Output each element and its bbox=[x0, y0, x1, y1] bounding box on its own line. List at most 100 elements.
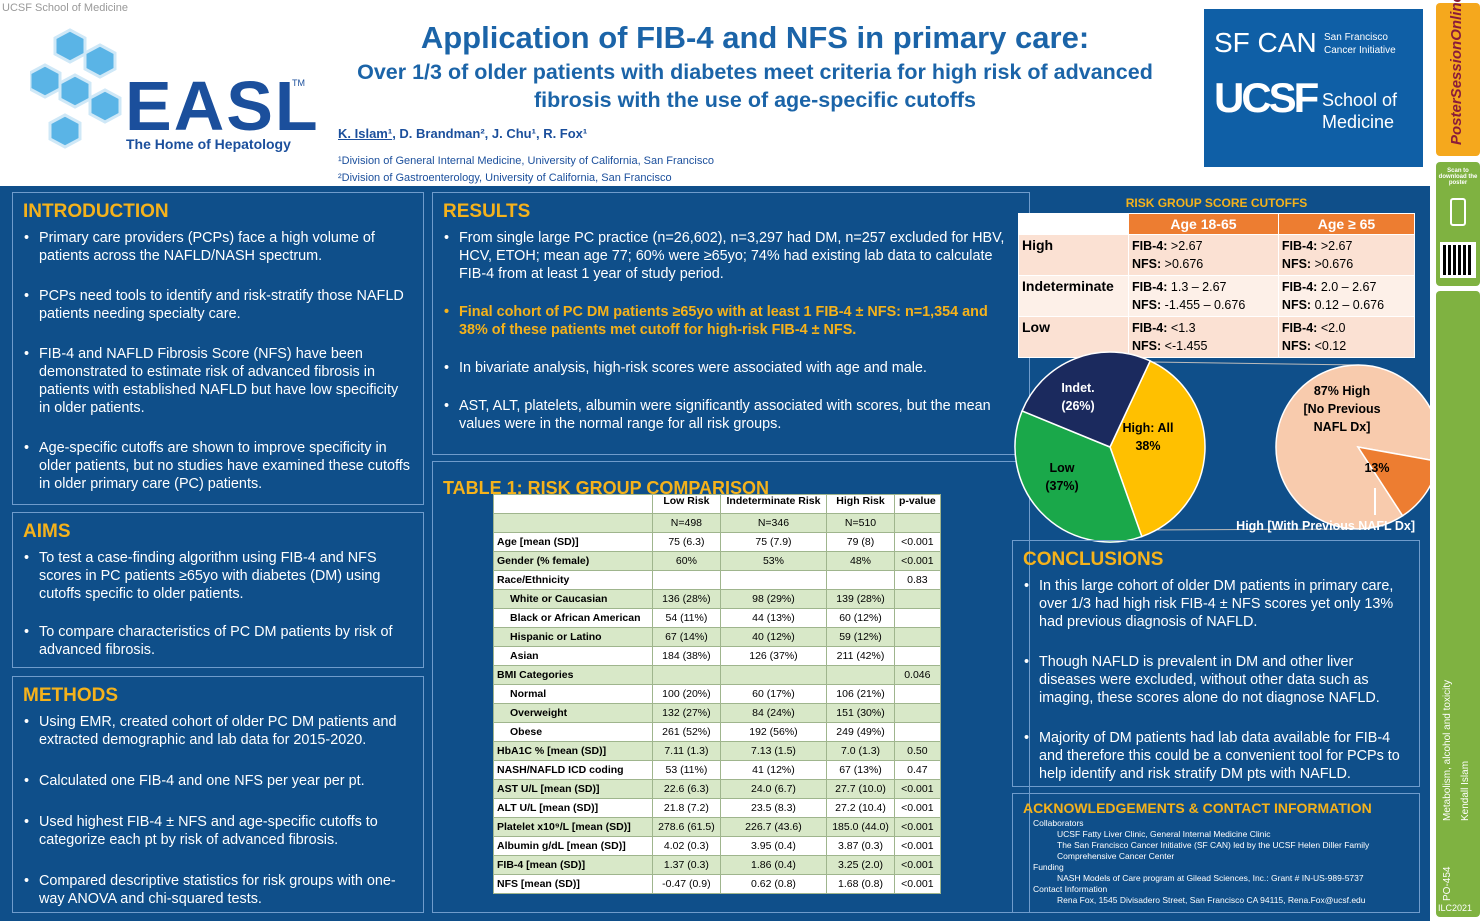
cutoff-corner bbox=[1018, 213, 1129, 235]
table-row: AST U/L [mean (SD)] 22.6 (6.3) 24.0 (6.7) 2… bbox=[492, 779, 942, 799]
table-cell: 139 (28%) bbox=[826, 589, 895, 609]
table-cell: 0.50 bbox=[893, 741, 942, 761]
bullet: Final cohort of PC DM patients ≥65yo wit… bbox=[444, 303, 1019, 339]
table-cell: 3.87 (0.3) bbox=[826, 836, 895, 856]
table-cell: <0.001 bbox=[893, 836, 942, 856]
sidebar-brand: PosterSessionOnline bbox=[1436, 0, 1480, 156]
table-cell: 41 (12%) bbox=[719, 760, 828, 780]
table-cell: 67 (14%) bbox=[652, 627, 721, 647]
nfs-label: NFS: bbox=[1281, 339, 1312, 353]
title: Application of FIB-4 and NFS in primary … bbox=[420, 20, 1090, 55]
table-cell: Overweight bbox=[492, 703, 654, 723]
slice-category: Low bbox=[1050, 461, 1075, 475]
bullet: PCPs need tools to identify and risk-str… bbox=[24, 287, 413, 323]
table-cell: Indeterminate Risk bbox=[719, 494, 828, 514]
table-row: Obese 261 (52%) 192 (56%) 249 (49%) bbox=[492, 722, 942, 742]
nfs-line: NFS: 0.12 – 0.676 bbox=[1282, 296, 1411, 314]
table-row: Albumin g/dL [mean (SD)] 4.02 (0.3) 3.95 (… bbox=[492, 836, 942, 856]
section-title: METHODS bbox=[23, 685, 118, 706]
table-cell: 48% bbox=[826, 551, 895, 571]
table-cell bbox=[652, 570, 721, 590]
table-cell: 184 (38%) bbox=[652, 646, 721, 666]
table-cell: 84 (24%) bbox=[719, 703, 828, 723]
nfs-value: -1.455 – 0.676 bbox=[1164, 298, 1246, 312]
fib4-line: FIB-4: <1.3 bbox=[1132, 319, 1275, 337]
table-cell: 40 (12%) bbox=[719, 627, 828, 647]
nfs-value: 0.12 – 0.676 bbox=[1314, 298, 1385, 312]
table-cell bbox=[719, 570, 828, 590]
methods-panel: METHODS Using EMR, created cohort of olde… bbox=[12, 676, 424, 913]
pie-slice bbox=[1021, 351, 1152, 448]
table-n-row: N=498 N=346 N=510 bbox=[492, 513, 942, 533]
connector bbox=[1151, 361, 1359, 366]
table-cell: <0.001 bbox=[893, 855, 942, 875]
table-cell: HbA1C % [mean (SD)] bbox=[492, 741, 654, 761]
table-row: HbA1C % [mean (SD)] 7.11 (1.3) 7.13 (1.5) 7… bbox=[492, 741, 942, 761]
table-cell: 60 (17%) bbox=[719, 684, 828, 704]
table-row: White or Caucasian 136 (28%) 98 (29%) 139 (… bbox=[492, 589, 942, 609]
table-cell: 132 (27%) bbox=[652, 703, 721, 723]
table-cell: Hispanic or Latino bbox=[492, 627, 654, 647]
fib4-line: FIB-4: 1.3 – 2.67 bbox=[1132, 278, 1275, 296]
slice-value: 38% bbox=[1135, 439, 1160, 453]
sponsor-box: SF CAN San Francisco Cancer Initiative U… bbox=[1204, 9, 1423, 167]
nfs-line: NFS: <0.12 bbox=[1282, 337, 1411, 355]
table-cell: 261 (52%) bbox=[652, 722, 721, 742]
bullet: Age-specific cutoffs are shown to improv… bbox=[24, 439, 413, 493]
bullet: FIB-4 and NAFLD Fibrosis Score (NFS) hav… bbox=[24, 345, 413, 417]
ack-item: Rena Fox, 1545 Divisadero Street, San Fr… bbox=[1057, 895, 1366, 905]
ack-item: NASH Models of Care program at Gilead Sc… bbox=[1057, 873, 1364, 883]
table-cell: 27.7 (10.0) bbox=[826, 779, 895, 799]
cutoff-cell: FIB-4: 1.3 – 2.67 NFS: -1.455 – 0.676 bbox=[1128, 275, 1279, 317]
table-cell: 60 (12%) bbox=[826, 608, 895, 628]
table-cell: 44 (13%) bbox=[719, 608, 828, 628]
table-cell: 75 (6.3) bbox=[652, 532, 721, 552]
table-cell: 106 (21%) bbox=[826, 684, 895, 704]
fib4-label: FIB-4: bbox=[1132, 280, 1168, 294]
table-cell: 21.8 (7.2) bbox=[652, 798, 721, 818]
nfs-label: NFS: bbox=[1281, 257, 1312, 271]
table-cell: 1.37 (0.3) bbox=[652, 855, 721, 875]
table-cell: Platelet x10⁹/L [mean (SD)] bbox=[492, 817, 654, 837]
fib4-line: FIB-4: 2.0 – 2.67 bbox=[1282, 278, 1411, 296]
table-cell: 75 (7.9) bbox=[719, 532, 828, 552]
risk-group: Indeterminate bbox=[1018, 275, 1129, 317]
author: J. Chu¹ bbox=[491, 126, 536, 141]
fib4-line: FIB-4: >2.67 bbox=[1282, 237, 1411, 255]
table-row: Race/Ethnicity 0.83 bbox=[492, 570, 942, 590]
pie-slice bbox=[1275, 364, 1430, 530]
sfcan: SF CAN bbox=[1214, 27, 1317, 58]
table-cell bbox=[893, 608, 942, 628]
fib4-label: FIB-4: bbox=[1132, 239, 1168, 253]
table-cell: Low Risk bbox=[652, 494, 721, 514]
table-cell: 3.95 (0.4) bbox=[719, 836, 828, 856]
bullet: From single large PC practice (n=26,602)… bbox=[444, 229, 1019, 283]
ack-group: Funding bbox=[1033, 862, 1064, 872]
slice-category-part: High bbox=[1342, 384, 1370, 398]
fib4-value: >2.67 bbox=[1170, 239, 1203, 253]
table-cell: Obese bbox=[492, 722, 654, 742]
table-row: BMI Categories 0.046 bbox=[492, 665, 942, 685]
table-cell bbox=[893, 684, 942, 704]
fib4-label: FIB-4: bbox=[1281, 239, 1318, 253]
table-cell: BMI Categories bbox=[492, 665, 654, 685]
nfs-label: NFS: bbox=[1281, 298, 1312, 312]
table-row: NASH/NAFLD ICD coding 53 (11%) 41 (12%) 67 … bbox=[492, 760, 942, 780]
cutoff-cell: FIB-4: <2.0 NFS: <0.12 bbox=[1277, 316, 1416, 358]
slice-label: High: All 38% bbox=[1123, 421, 1174, 453]
cutoff-column-header: Age 18-65 bbox=[1128, 213, 1279, 235]
table-row: Gender (% female) 60% 53% 48% <0.001 bbox=[492, 551, 942, 571]
table-cell: 67 (13%) bbox=[826, 760, 895, 780]
trademark: TM bbox=[292, 78, 305, 88]
table-cell: <0.001 bbox=[893, 817, 942, 837]
table-cell: <0.001 bbox=[893, 798, 942, 818]
table-cell: 98 (29%) bbox=[719, 589, 828, 609]
table-cell: 0.62 (0.8) bbox=[719, 874, 828, 894]
table-cell: <0.001 bbox=[893, 532, 942, 552]
table-cell: <0.001 bbox=[893, 779, 942, 799]
table-cell: NFS [mean (SD)] bbox=[492, 874, 654, 894]
scan: Scan to download the poster bbox=[1438, 168, 1478, 186]
table-cell: 53% bbox=[719, 551, 828, 571]
table-cell: 185.0 (44.0) bbox=[826, 817, 895, 837]
table-cell: 0.046 bbox=[893, 665, 942, 685]
